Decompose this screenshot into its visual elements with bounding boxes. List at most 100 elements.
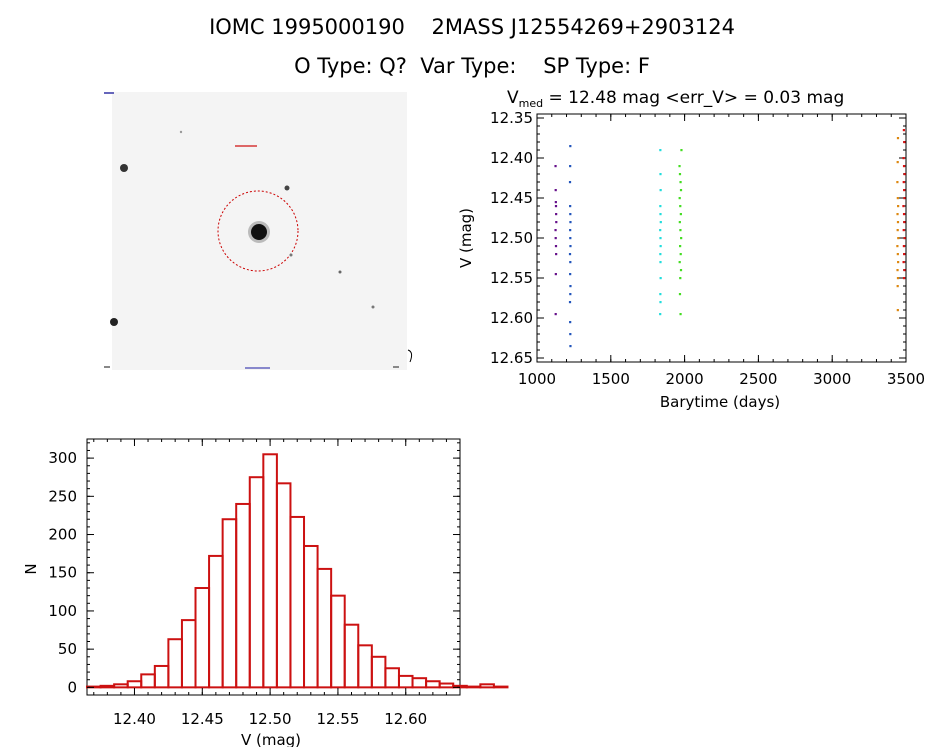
lc-point xyxy=(896,253,899,256)
lc-point xyxy=(569,145,572,148)
hist-xtick-label: 12.60 xyxy=(384,710,427,728)
lc-point xyxy=(678,197,681,200)
lc-point xyxy=(896,181,899,184)
lc-point xyxy=(902,213,906,216)
page-title: IOMC 1995000190 2MASS J12554269+2903124 xyxy=(209,15,735,39)
lc-point xyxy=(896,269,899,272)
lc-point xyxy=(679,269,683,272)
lc-point xyxy=(569,237,572,240)
lc-point xyxy=(659,205,662,208)
lc-point xyxy=(896,309,899,312)
lc-point xyxy=(679,181,682,184)
lc-point xyxy=(554,201,557,204)
lc-point xyxy=(680,149,683,152)
hist-ytick-label: 0 xyxy=(67,678,77,696)
lc-point xyxy=(659,237,662,240)
lc-point xyxy=(555,253,558,256)
lc-point xyxy=(569,205,572,208)
lc-point xyxy=(902,157,905,160)
lc-point xyxy=(659,277,662,280)
lc-point xyxy=(569,345,572,348)
lc-point xyxy=(903,269,906,272)
lc-point xyxy=(679,245,682,248)
hist-bar xyxy=(221,518,238,689)
lc-point xyxy=(678,293,682,296)
lc-point xyxy=(902,245,905,248)
lc-ytick-label: 12.60 xyxy=(490,309,533,327)
lc-point xyxy=(897,237,900,240)
lc-point xyxy=(903,197,906,200)
lc-point xyxy=(897,205,900,208)
lc-point xyxy=(903,253,906,256)
hist-bar xyxy=(289,515,306,689)
hist-bar xyxy=(438,682,455,689)
hist-bar xyxy=(316,567,333,689)
lc-point xyxy=(902,261,905,264)
lc-point xyxy=(569,333,572,336)
hist-bar xyxy=(397,674,414,689)
lc-ytick-label: 12.40 xyxy=(490,149,533,167)
hist-bar xyxy=(275,482,292,689)
lc-point xyxy=(569,229,572,232)
lc-point xyxy=(903,141,906,144)
lc-point xyxy=(678,165,681,168)
object-types: O Type: Q? Var Type: SP Type: F xyxy=(294,54,650,78)
lc-point xyxy=(896,161,899,164)
hist-bar xyxy=(370,655,387,689)
lc-point xyxy=(679,277,682,280)
lc-ytick-label: 12.45 xyxy=(490,189,533,207)
hist-frame xyxy=(86,438,461,696)
lc-xlabel: Barytime (days) xyxy=(660,393,780,411)
lc-point xyxy=(903,221,906,224)
lc-point xyxy=(569,293,572,296)
lc-point xyxy=(902,205,905,208)
lc-point xyxy=(569,273,572,276)
lc-point xyxy=(679,189,683,192)
lc-point xyxy=(896,229,899,232)
lc-point xyxy=(896,137,900,140)
hist-bar xyxy=(411,677,428,689)
lc-point xyxy=(554,189,557,192)
hist-ytick-label: 150 xyxy=(48,564,77,582)
lc-point xyxy=(902,181,905,184)
hist-ylabel: N xyxy=(22,563,40,574)
lc-point xyxy=(896,221,900,224)
lc-point xyxy=(902,165,906,168)
hist-bar xyxy=(479,683,495,689)
hist-ytick-label: 50 xyxy=(58,640,77,658)
lc-point xyxy=(569,245,572,248)
lc-point xyxy=(659,301,662,304)
lc-point xyxy=(679,313,682,316)
lc-point xyxy=(679,253,682,256)
lc-point xyxy=(554,237,557,240)
lc-point xyxy=(896,285,899,288)
hist-xtick-label: 12.55 xyxy=(316,710,359,728)
hist-ytick-label: 250 xyxy=(48,487,77,505)
lc-ytick-label: 12.50 xyxy=(490,229,533,247)
lc-xtick-label: 1000 xyxy=(518,370,556,388)
hist-bar xyxy=(167,638,183,689)
lc-point xyxy=(678,173,682,176)
hist-bar xyxy=(343,623,360,689)
lc-point xyxy=(896,213,899,216)
lc-point xyxy=(659,221,662,224)
lc-point xyxy=(569,285,572,288)
hist-xlabel: V (mag) xyxy=(241,731,301,747)
hist-ytick-label: 100 xyxy=(48,602,77,620)
lc-point xyxy=(903,237,906,240)
lc-point xyxy=(902,277,906,280)
lc-point xyxy=(555,221,558,224)
lc-xtick-label: 2000 xyxy=(666,370,704,388)
lc-point xyxy=(569,213,572,216)
lc-point xyxy=(554,205,558,208)
lc-point xyxy=(659,253,662,256)
lc-point xyxy=(568,181,572,184)
lc-point xyxy=(568,301,572,304)
hist-xtick-label: 12.45 xyxy=(181,710,224,728)
lc-ytick-label: 12.35 xyxy=(490,109,533,127)
hist-bar xyxy=(99,684,116,689)
hist-xtick-label: 12.50 xyxy=(249,710,292,728)
lc-xtick-label: 2500 xyxy=(739,370,777,388)
